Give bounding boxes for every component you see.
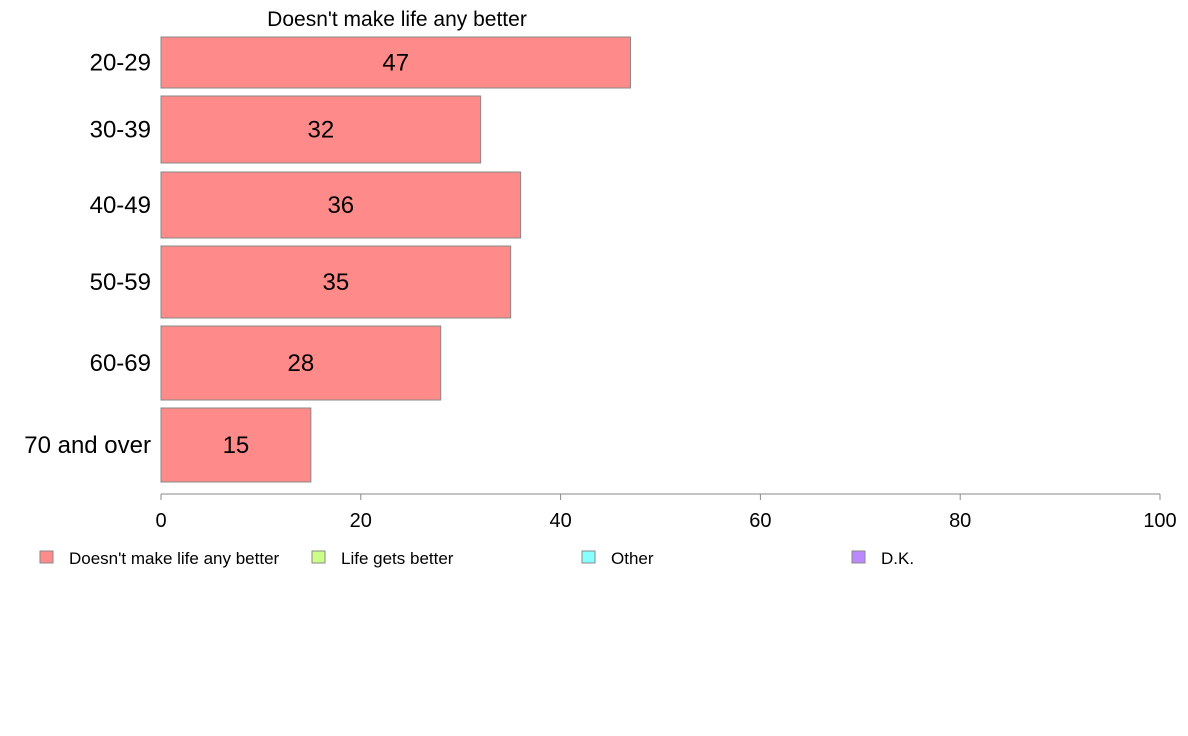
legend-label: D.K. xyxy=(881,549,914,568)
legend-label: Other xyxy=(611,549,654,568)
bar xyxy=(160,245,512,319)
category-label: 40-49 xyxy=(90,192,151,219)
bar xyxy=(160,171,522,239)
x-tick-label: 40 xyxy=(549,510,571,532)
x-tick-label: 100 xyxy=(1143,510,1176,532)
bar-value-label: 32 xyxy=(307,117,334,144)
x-axis: 0 20 40 60 80 100 xyxy=(155,493,1177,532)
bar-value-label: 35 xyxy=(322,269,349,296)
category-label: 60-69 xyxy=(90,350,151,377)
legend-label: Doesn't make life any better xyxy=(69,549,280,568)
x-tick-label: 80 xyxy=(949,510,971,532)
bar-value-label: 36 xyxy=(327,192,354,219)
chart-title: Doesn't make life any better xyxy=(267,8,527,31)
bar-value-label: 28 xyxy=(288,350,315,377)
x-tick-label: 0 xyxy=(155,510,166,532)
category-label: 20-29 xyxy=(90,50,151,77)
legend-swatch xyxy=(851,550,866,564)
category-label: 70 and over xyxy=(24,432,151,459)
bar xyxy=(160,36,632,89)
bars-group: 47 20-29 32 30-39 36 40-49 35 50-59 28 60-69 15 70 … xyxy=(24,36,632,483)
bar xyxy=(160,95,482,164)
legend-swatch xyxy=(581,550,596,564)
bar xyxy=(160,325,442,401)
x-tick-label: 20 xyxy=(350,510,372,532)
legend: Doesn't make life any better Life gets be… xyxy=(39,549,914,568)
legend-swatch xyxy=(311,550,326,564)
x-tick-label: 60 xyxy=(749,510,771,532)
bar xyxy=(160,407,312,483)
bar-value-label: 15 xyxy=(223,432,250,459)
bar-value-label: 47 xyxy=(382,50,409,77)
category-label: 30-39 xyxy=(90,117,151,144)
legend-label: Life gets better xyxy=(341,549,454,568)
category-label: 50-59 xyxy=(90,269,151,296)
legend-swatch xyxy=(39,550,54,564)
